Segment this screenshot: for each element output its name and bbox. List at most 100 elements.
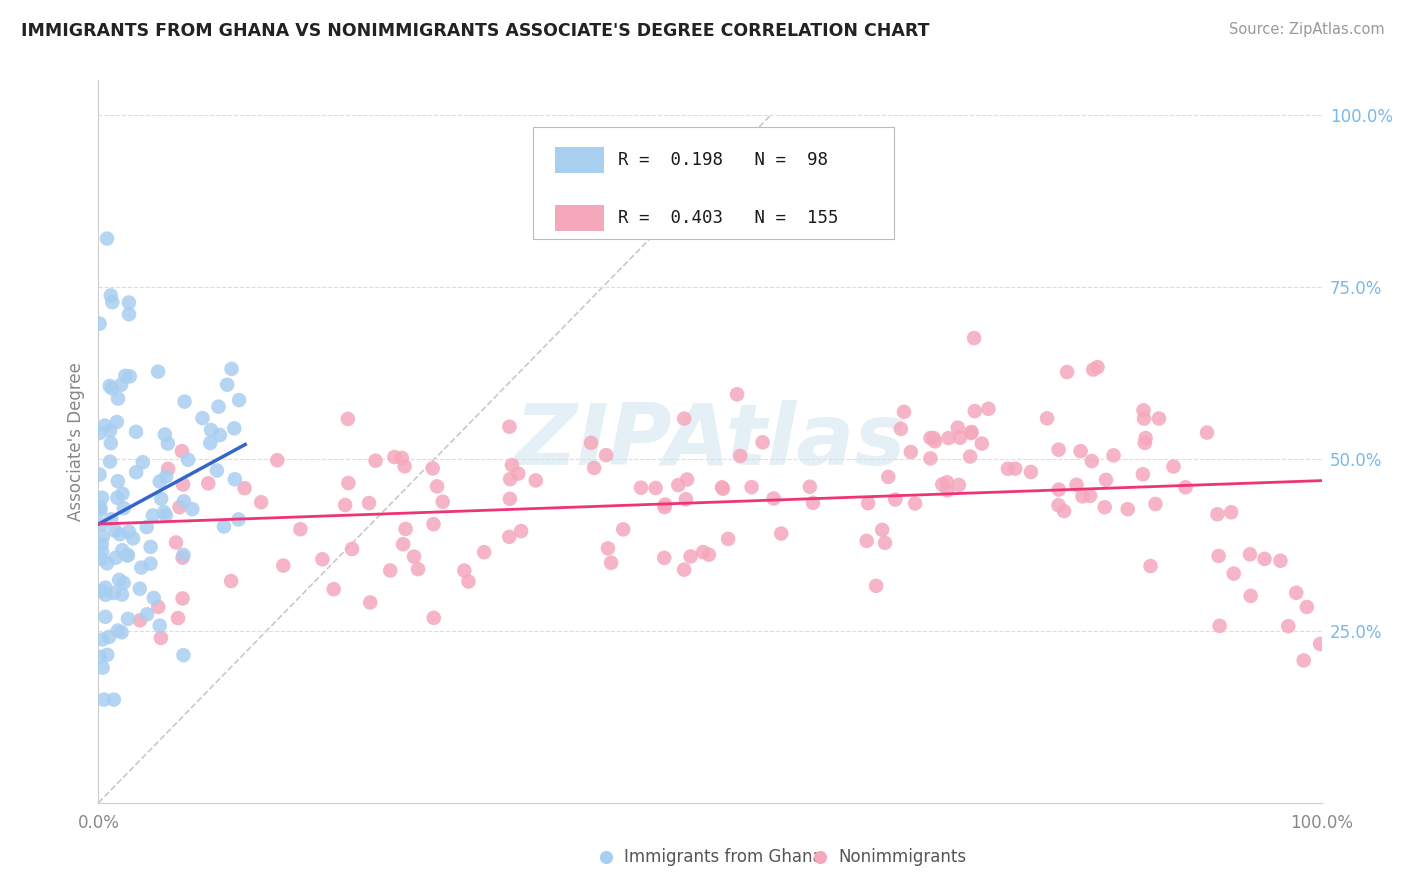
Point	[457, 574, 479, 589]
Text: Immigrants from Ghana: Immigrants from Ghana	[624, 848, 823, 866]
Point	[679, 549, 702, 564]
Point	[153, 505, 176, 519]
Point	[290, 522, 312, 536]
Point	[717, 532, 740, 546]
Point	[101, 381, 124, 395]
Point	[224, 421, 246, 435]
Point	[524, 474, 547, 488]
Point	[108, 527, 131, 541]
Point	[963, 404, 986, 418]
Point	[498, 530, 520, 544]
Point	[1208, 619, 1230, 633]
Point	[169, 500, 191, 515]
Point	[652, 550, 675, 565]
Point	[266, 453, 288, 467]
Point	[762, 491, 785, 506]
Point	[118, 295, 141, 310]
Y-axis label: Associate's Degree: Associate's Degree	[66, 362, 84, 521]
Point	[963, 331, 986, 345]
Point	[422, 517, 444, 532]
Point	[728, 449, 751, 463]
Point	[1102, 449, 1125, 463]
Point	[1004, 461, 1026, 475]
Point	[960, 425, 983, 439]
Point	[153, 427, 176, 442]
Point	[1139, 559, 1161, 574]
Point	[890, 422, 912, 436]
Point	[118, 524, 141, 539]
Point	[221, 362, 243, 376]
Point	[364, 454, 387, 468]
Point	[111, 543, 134, 558]
Point	[499, 472, 522, 486]
Point	[1056, 365, 1078, 379]
Point	[142, 508, 165, 523]
Point	[340, 541, 363, 556]
Point	[499, 491, 522, 506]
Point	[600, 556, 623, 570]
Point	[114, 368, 136, 383]
Point	[117, 612, 139, 626]
Point	[1080, 454, 1102, 468]
Point	[959, 450, 981, 464]
Point	[1066, 477, 1088, 491]
Point	[920, 431, 942, 445]
Point	[89, 500, 111, 515]
Point	[1094, 500, 1116, 515]
Point	[118, 369, 141, 384]
Point	[200, 436, 222, 450]
Point	[654, 500, 676, 515]
Point	[94, 588, 117, 602]
Point	[808, 847, 831, 862]
Point	[135, 520, 157, 534]
Point	[105, 415, 128, 429]
Point	[1071, 489, 1094, 503]
Point	[893, 405, 915, 419]
Point	[855, 533, 877, 548]
Point	[1277, 619, 1299, 633]
Point	[105, 491, 128, 505]
Point	[104, 524, 127, 538]
Point	[172, 477, 194, 491]
Point	[271, 558, 294, 573]
Point	[870, 523, 893, 537]
Point	[432, 494, 454, 508]
Point	[1135, 431, 1157, 445]
Point	[970, 436, 993, 450]
Point	[1147, 411, 1170, 425]
Point	[173, 548, 195, 562]
Point	[90, 584, 112, 599]
Point	[596, 541, 619, 556]
Point	[100, 288, 122, 302]
Point	[96, 648, 118, 662]
Point	[336, 412, 359, 426]
Point	[630, 481, 652, 495]
Point	[96, 231, 118, 245]
Text: ZIPAtlas: ZIPAtlas	[515, 400, 905, 483]
Point	[125, 465, 148, 479]
Point	[149, 631, 172, 645]
Point	[1285, 586, 1308, 600]
Point	[94, 418, 117, 433]
Point	[107, 624, 129, 638]
Point	[422, 611, 444, 625]
Point	[1132, 467, 1154, 482]
Point	[1240, 589, 1263, 603]
Point	[94, 610, 117, 624]
Point	[90, 517, 112, 532]
Point	[770, 526, 793, 541]
Point	[139, 557, 162, 571]
Point	[89, 649, 111, 664]
Point	[112, 576, 135, 591]
Point	[673, 411, 696, 425]
Point	[115, 549, 138, 563]
Point	[205, 463, 228, 477]
Point	[501, 458, 523, 472]
Point	[877, 470, 900, 484]
Point	[1222, 566, 1244, 581]
Point	[233, 481, 256, 495]
Point	[402, 549, 425, 564]
Point	[1239, 547, 1261, 561]
Point	[149, 618, 172, 632]
Point	[1292, 653, 1315, 667]
